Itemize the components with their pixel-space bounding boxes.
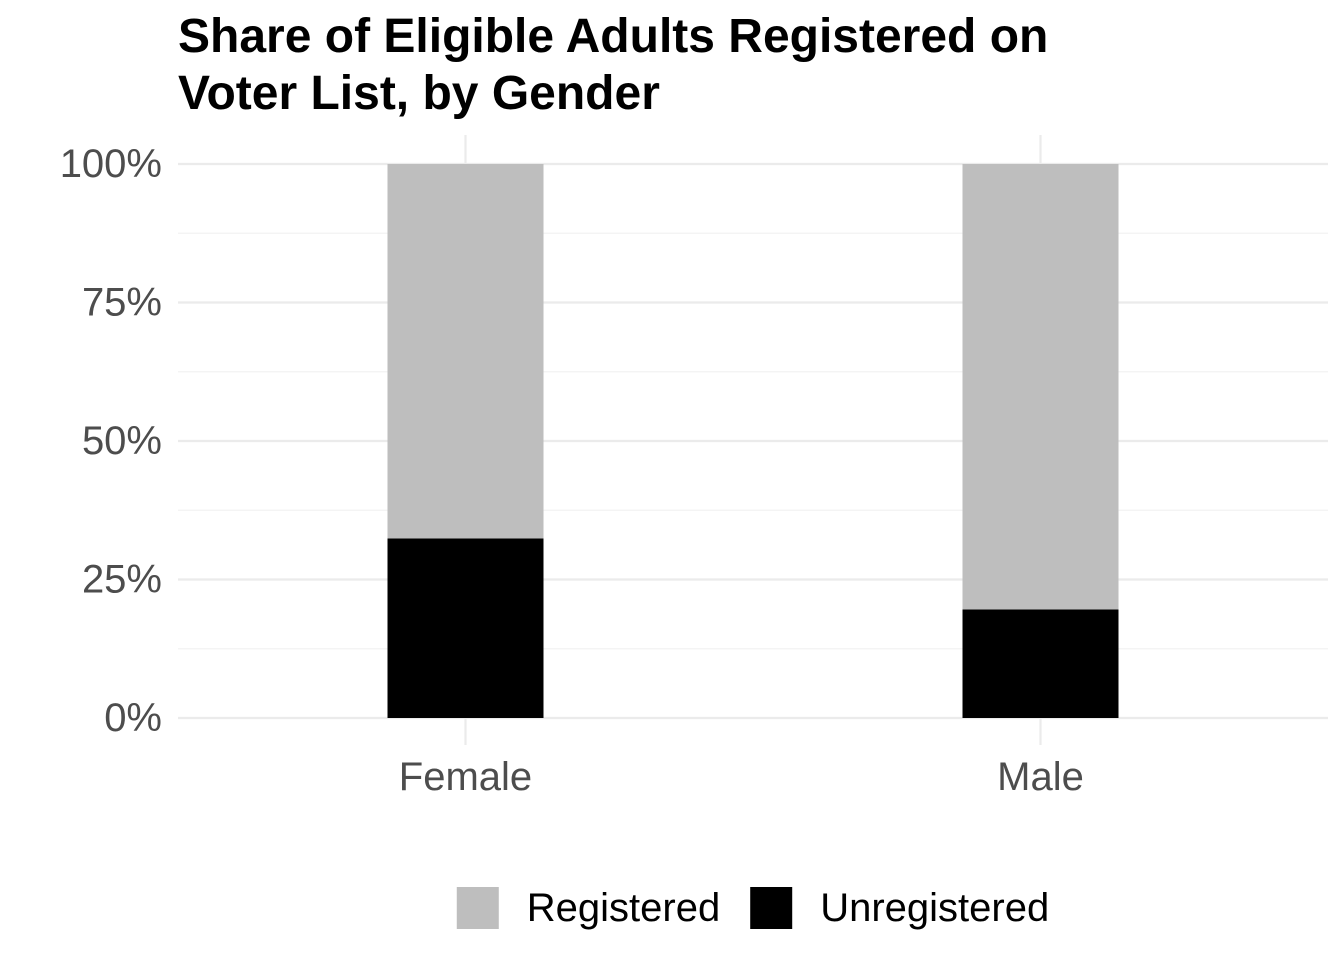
legend-label-unregistered: Unregistered bbox=[820, 886, 1049, 930]
x-tick-label: Female bbox=[399, 755, 532, 799]
y-tick-label: 0% bbox=[104, 696, 162, 740]
legend-key-unregistered bbox=[750, 887, 793, 929]
bar-female-unregistered bbox=[387, 538, 544, 718]
bars bbox=[387, 164, 1119, 718]
y-axis-tick-labels: 0% 25% 50% 75% 100% bbox=[60, 142, 162, 740]
legend-label-registered: Registered bbox=[527, 886, 720, 930]
bar-male-registered bbox=[962, 164, 1119, 610]
y-tick-label: 75% bbox=[82, 281, 162, 325]
bar-female-registered bbox=[387, 164, 544, 539]
x-axis-tick-labels: Female Male bbox=[399, 755, 1084, 799]
y-tick-label: 25% bbox=[82, 558, 162, 602]
chart-title-line-1: Share of Eligible Adults Registered on bbox=[178, 10, 1049, 63]
legend: Registered Unregistered bbox=[456, 886, 1049, 930]
y-tick-label: 100% bbox=[60, 142, 162, 186]
grid-lines bbox=[178, 135, 1328, 745]
bar-male-unregistered bbox=[962, 609, 1119, 718]
chart-title: Share of Eligible Adults Registered on V… bbox=[178, 8, 1278, 122]
chart-title-line-2: Voter List, by Gender bbox=[178, 67, 660, 120]
x-tick-label: Male bbox=[997, 755, 1084, 799]
legend-key-registered bbox=[456, 887, 499, 929]
y-tick-label: 50% bbox=[82, 419, 162, 463]
